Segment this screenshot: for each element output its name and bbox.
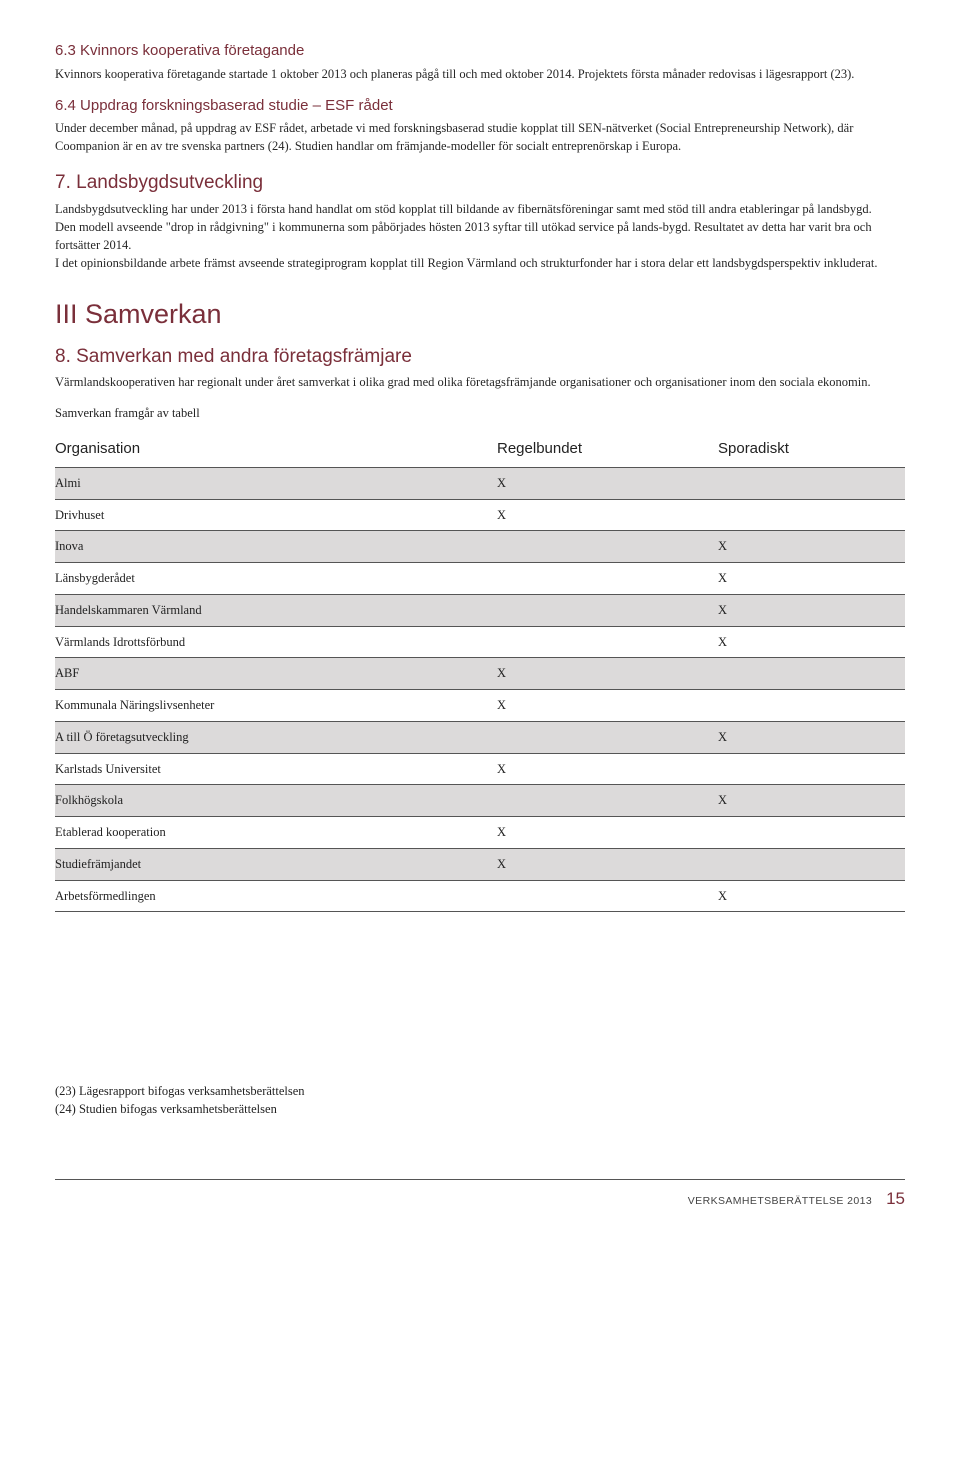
cell-spo (718, 690, 905, 722)
cell-reg (497, 594, 718, 626)
cell-spo: X (718, 721, 905, 753)
cell-org: ABF (55, 658, 497, 690)
cell-reg: X (497, 658, 718, 690)
cell-org: Handelskammaren Värmland (55, 594, 497, 626)
table-row: A till Ö företagsutveckling X (55, 721, 905, 753)
cell-reg: X (497, 467, 718, 499)
cell-org: Studiefrämjandet (55, 848, 497, 880)
table-row: StudiefrämjandetX (55, 848, 905, 880)
text-7-p2: Den modell avseende "drop in rådgivning"… (55, 218, 905, 254)
table-row: DrivhusetX (55, 499, 905, 531)
heading-7: 7. Landsbygdsutveckling (55, 169, 905, 198)
footnote-23: (23) Lägesrapport bifogas verksamhetsber… (55, 1082, 905, 1100)
cell-org: Karlstads Universitet (55, 753, 497, 785)
cell-reg (497, 721, 718, 753)
cell-org: Värmlands Idrottsförbund (55, 626, 497, 658)
text-7-p3: I det opinionsbildande arbete främst avs… (55, 254, 905, 272)
col-header-spo: Sporadiskt (718, 432, 905, 467)
table-row: AlmiX (55, 467, 905, 499)
text-7-p1: Landsbygdsutveckling har under 2013 i fö… (55, 200, 905, 218)
footer-page-number: 15 (886, 1186, 905, 1212)
table-row: Karlstads UniversitetX (55, 753, 905, 785)
cell-reg (497, 880, 718, 912)
text-8: Värmlandskooperativen har regionalt unde… (55, 373, 905, 391)
table-row: Inova X (55, 531, 905, 563)
cell-spo (718, 817, 905, 849)
cell-org: Kommunala Näringslivsenheter (55, 690, 497, 722)
cell-spo (718, 467, 905, 499)
table-row: Värmlands Idrottsförbund X (55, 626, 905, 658)
cell-reg: X (497, 753, 718, 785)
cell-org: Folkhögskola (55, 785, 497, 817)
table-row: Etablerad kooperationX (55, 817, 905, 849)
footnote-24: (24) Studien bifogas verksamhetsberättel… (55, 1100, 905, 1118)
heading-6-3: 6.3 Kvinnors kooperativa företagande (55, 40, 905, 63)
cell-spo: X (718, 880, 905, 912)
cell-spo: X (718, 531, 905, 563)
heading-8: 8. Samverkan med andra företagsfrämjare (55, 343, 905, 372)
heading-iii: III Samverkan (55, 294, 905, 335)
table-row: Länsbygderådet X (55, 563, 905, 595)
text-6-4: Under december månad, på uppdrag av ESF … (55, 119, 905, 155)
cell-reg: X (497, 499, 718, 531)
cell-org: Almi (55, 467, 497, 499)
cell-reg (497, 626, 718, 658)
table-row: Arbetsförmedlingen X (55, 880, 905, 912)
cell-reg: X (497, 817, 718, 849)
table-header-row: Organisation Regelbundet Sporadiskt (55, 432, 905, 467)
cell-spo: X (718, 594, 905, 626)
footer-label: VERKSAMHETSBERÄTTELSE 2013 (688, 1194, 872, 1210)
table-row: Kommunala NäringslivsenheterX (55, 690, 905, 722)
cell-spo (718, 753, 905, 785)
cell-spo (718, 658, 905, 690)
cell-spo: X (718, 563, 905, 595)
table-row: Folkhögskola X (55, 785, 905, 817)
cell-reg (497, 531, 718, 563)
cell-org: Arbetsförmedlingen (55, 880, 497, 912)
table-row: Handelskammaren Värmland X (55, 594, 905, 626)
cell-org: Inova (55, 531, 497, 563)
cell-spo: X (718, 626, 905, 658)
cell-org: Drivhuset (55, 499, 497, 531)
cell-reg: X (497, 848, 718, 880)
cell-spo: X (718, 785, 905, 817)
cell-reg (497, 785, 718, 817)
cell-org: Länsbygderådet (55, 563, 497, 595)
heading-6-4: 6.4 Uppdrag forskningsbaserad studie – E… (55, 95, 905, 118)
cell-reg: X (497, 690, 718, 722)
footnotes: (23) Lägesrapport bifogas verksamhetsber… (55, 1082, 905, 1118)
cell-org: A till Ö företagsutveckling (55, 721, 497, 753)
col-header-reg: Regelbundet (497, 432, 718, 467)
table-row: ABFX (55, 658, 905, 690)
text-6-3: Kvinnors kooperativa företagande startad… (55, 65, 905, 83)
cell-spo (718, 848, 905, 880)
table-lead: Samverkan framgår av tabell (55, 404, 905, 423)
cell-reg (497, 563, 718, 595)
page-footer: VERKSAMHETSBERÄTTELSE 2013 15 (55, 1179, 905, 1212)
cell-org: Etablerad kooperation (55, 817, 497, 849)
cell-spo (718, 499, 905, 531)
cooperation-table: Organisation Regelbundet Sporadiskt Almi… (55, 432, 905, 912)
col-header-org: Organisation (55, 432, 497, 467)
